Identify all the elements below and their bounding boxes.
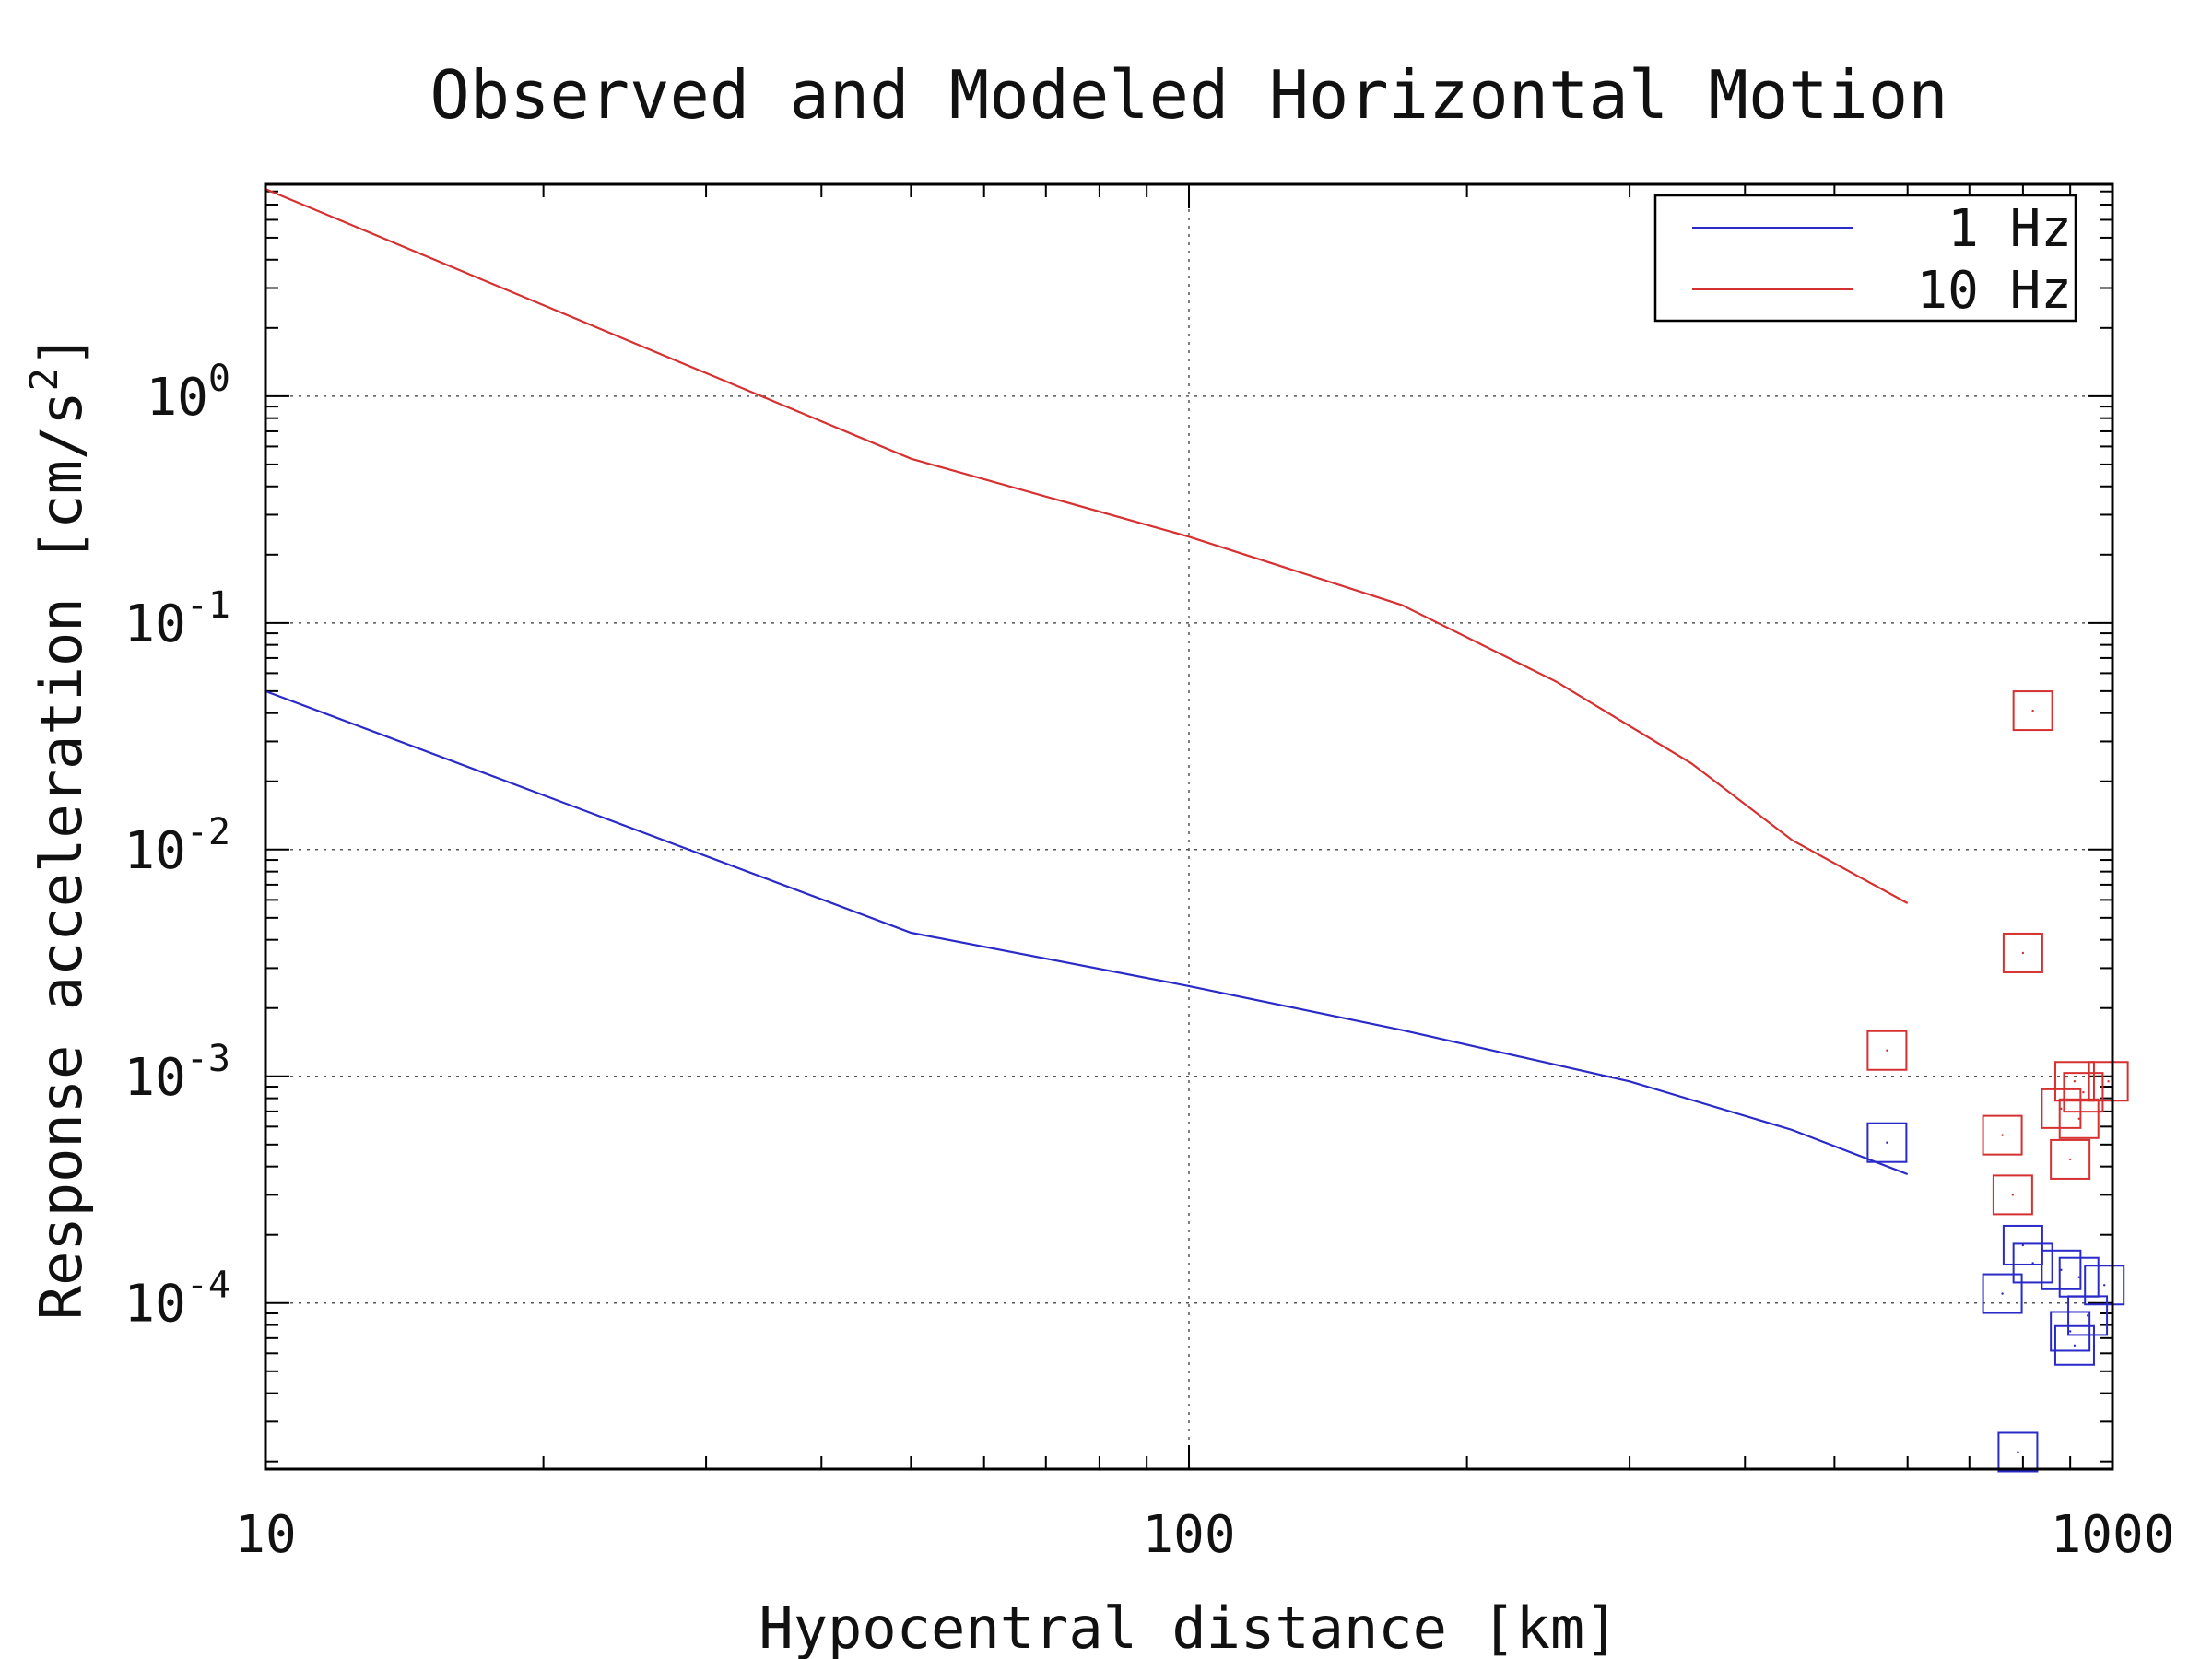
x-tick-label: 100	[1142, 1505, 1235, 1565]
data-point-center-1hz	[2060, 1268, 2063, 1272]
data-point-10hz	[1982, 1114, 2023, 1156]
data-point-10hz	[2050, 1138, 2091, 1180]
grid-lines	[265, 184, 2112, 1469]
data-point-center-10hz	[2011, 1194, 2015, 1196]
y-tick-exponent: -1	[186, 584, 230, 627]
data-point-center-10hz	[2073, 1080, 2077, 1083]
y-tick-label: 10-4	[124, 1265, 230, 1335]
y-tick-base: 10	[124, 1275, 185, 1335]
data-point-1hz	[2041, 1249, 2082, 1290]
data-point-10hz	[2063, 1072, 2104, 1113]
y-tick-label: 10-3	[124, 1038, 230, 1108]
y-tick-label: 100	[146, 358, 230, 428]
data-point-1hz	[1866, 1122, 1908, 1163]
data-point-1hz	[1997, 1431, 2039, 1473]
data-point-center-1hz	[2031, 1262, 2034, 1265]
data-point-center-10hz	[2077, 1117, 2080, 1120]
data-point-center-10hz	[2031, 709, 2034, 712]
y-axis-label-close: ]	[28, 334, 95, 368]
legend-label-10hz: 10 Hz	[1916, 261, 2072, 321]
y-tick-base: 10	[124, 821, 185, 881]
legend-box	[1653, 194, 2077, 323]
series-line-1hz	[265, 689, 1909, 1176]
data-point-center-1hz	[2073, 1344, 2077, 1347]
legend-label-1hz: 1 Hz	[1947, 199, 2072, 259]
data-point-center-1hz	[2068, 1330, 2072, 1333]
chart-title: Observed and Modeled Horizontal Motion	[429, 56, 1947, 134]
y-tick-exponent: -3	[186, 1038, 230, 1080]
series-line-10hz	[265, 188, 1909, 904]
data-point-center-10hz	[1886, 1049, 1888, 1052]
data-point-1hz	[1982, 1273, 2023, 1314]
data-point-10hz	[2002, 932, 2043, 973]
plot-area	[265, 188, 2129, 1473]
data-point-center-1hz	[2086, 1314, 2089, 1317]
y-tick-exponent: -4	[186, 1265, 230, 1307]
y-axis-label-main: Response acceleration [cm/s	[28, 391, 95, 1320]
data-point-center-10hz	[2060, 1107, 2063, 1111]
data-point-center-1hz	[2001, 1292, 2004, 1295]
y-tick-label: 10-2	[124, 811, 230, 881]
data-point-1hz	[2053, 1324, 2095, 1366]
axis-ticks	[265, 184, 2112, 1469]
y-axis-label-superscript: 2	[21, 368, 66, 391]
x-tick-labels: 10 100 1000	[234, 1505, 2174, 1565]
data-point-10hz	[1866, 1030, 1908, 1071]
data-point-1hz	[2050, 1311, 2091, 1352]
data-point-center-1hz	[2103, 1284, 2106, 1287]
plot-frame	[264, 182, 2114, 1471]
y-tick-base: 10	[124, 594, 185, 654]
x-tick-label: 10	[234, 1505, 296, 1565]
y-tick-label: 10-1	[124, 584, 230, 654]
data-point-1hz	[2012, 1242, 2053, 1284]
data-point-center-1hz	[2017, 1451, 2019, 1453]
data-point-center-10hz	[2021, 951, 2025, 955]
data-point-10hz	[2053, 1061, 2095, 1102]
data-point-1hz	[2084, 1265, 2125, 1306]
y-axis-label: Response acceleration [cm/s2]	[21, 334, 95, 1320]
data-point-center-10hz	[2107, 1080, 2110, 1083]
data-point-10hz	[2088, 1061, 2129, 1102]
data-point-1hz	[2002, 1224, 2043, 1265]
data-point-10hz	[2012, 690, 2053, 732]
data-point-10hz	[1992, 1174, 2033, 1216]
data-point-10hz	[2041, 1088, 2082, 1129]
y-tick-base: 10	[124, 1048, 185, 1108]
y-tick-exponent: 0	[208, 358, 230, 400]
data-point-1hz	[2067, 1295, 2109, 1336]
x-tick-label: 1000	[2051, 1505, 2175, 1565]
data-point-center-10hz	[2068, 1158, 2072, 1161]
data-point-10hz	[2058, 1098, 2100, 1139]
data-point-center-10hz	[2082, 1090, 2085, 1094]
legend: 1 Hz 10 Hz	[1653, 194, 2077, 323]
y-tick-exponent: -2	[186, 811, 230, 853]
data-point-center-1hz	[1886, 1141, 1888, 1144]
x-axis-label: Hypocentral distance [km]	[759, 1594, 1618, 1659]
data-point-center-1hz	[2077, 1276, 2080, 1278]
data-point-center-10hz	[2001, 1134, 2004, 1136]
y-tick-base: 10	[146, 368, 207, 428]
